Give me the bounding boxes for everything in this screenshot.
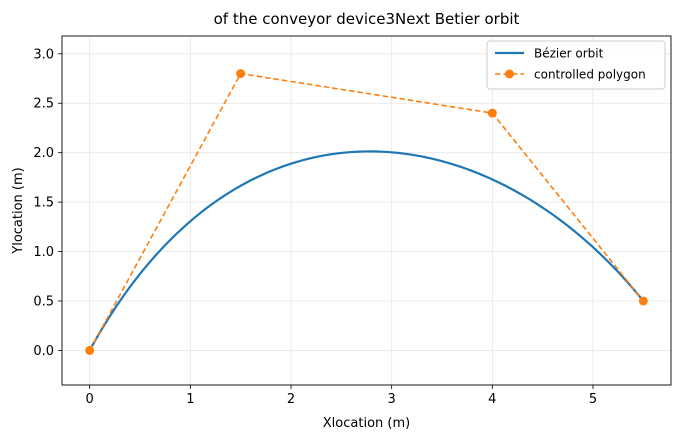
x-tick-label: 1	[186, 392, 194, 407]
chart-title: of the conveyor device3Next Betier orbit	[214, 10, 520, 28]
y-tick-label: 2.5	[33, 97, 54, 112]
x-tick-label: 3	[388, 392, 396, 407]
x-tick-label: 0	[86, 392, 94, 407]
x-axis-label: Xlocation (m)	[323, 416, 410, 431]
legend-label-bezier-orbit: Bézier orbit	[534, 47, 604, 61]
y-tick-label: 3.0	[33, 47, 54, 62]
plot-frame	[61, 35, 672, 386]
legend-label-controlled-polygon: controlled polygon	[534, 68, 646, 82]
series-layer	[85, 69, 648, 355]
x-tick-label: 4	[488, 392, 496, 407]
grid-layer	[62, 36, 671, 385]
ticks-layer: 0 1 2 3 4 5 0.0 0.5 1.0 1.5 2.0 2.5 3.0	[33, 47, 597, 407]
controlled-polygon-point	[487, 108, 497, 118]
y-tick-label: 0.0	[33, 344, 54, 359]
legend-marker-controlled-polygon	[505, 69, 514, 79]
controlled-polygon-point	[638, 296, 648, 306]
y-tick-label: 1.0	[33, 245, 54, 260]
controlled-polygon-line	[88, 72, 644, 351]
y-tick-label: 0.5	[33, 294, 54, 309]
controlled-polygon-point	[236, 69, 246, 79]
y-tick-label: 2.0	[33, 146, 54, 161]
x-tick-label: 5	[589, 392, 597, 407]
bezier-orbit-line	[88, 150, 645, 351]
legend: Bézier orbit controlled polygon	[486, 40, 666, 90]
y-tick-label: 1.5	[33, 196, 54, 211]
y-axis-label: Ylocation (m)	[11, 167, 26, 254]
x-tick-label: 2	[287, 392, 295, 407]
legend-box	[486, 40, 666, 90]
controlled-polygon-point	[85, 345, 95, 355]
